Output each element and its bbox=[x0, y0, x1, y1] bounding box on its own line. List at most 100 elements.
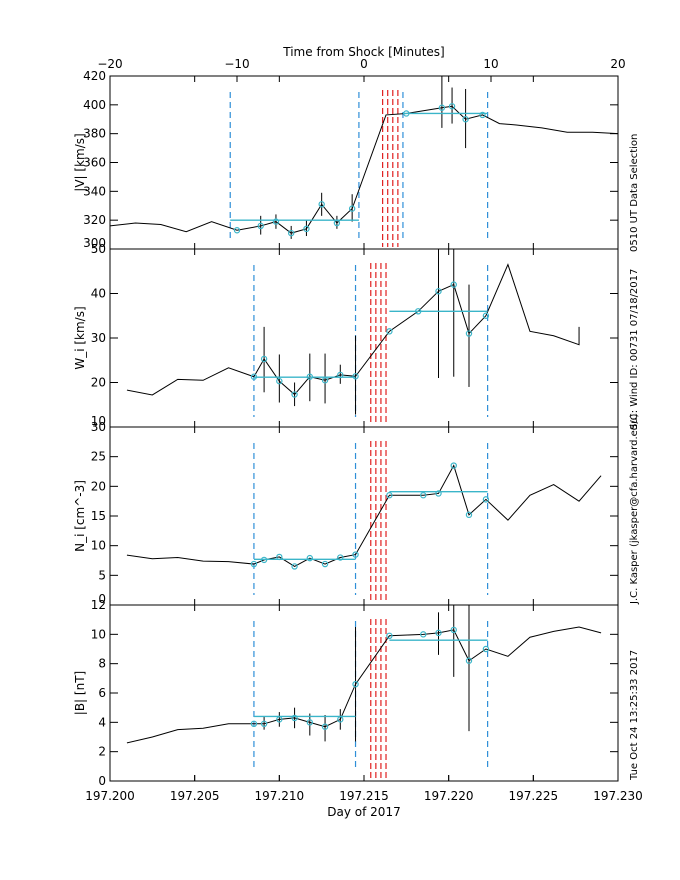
y-axis-label: W_i [km/s] bbox=[73, 306, 87, 369]
data-marker bbox=[260, 556, 268, 564]
data-marker bbox=[276, 377, 283, 385]
data-marker bbox=[337, 371, 344, 379]
y-tick-label: 4 bbox=[98, 715, 106, 729]
top-x-tick-label: 20 bbox=[610, 57, 625, 71]
y-tick-label: 20 bbox=[91, 479, 106, 493]
panel-1: 300 320 340 360 380 400 420 |V| [km/s] bbox=[73, 69, 619, 250]
y-tick-label: 360 bbox=[83, 156, 106, 170]
data-marker bbox=[448, 103, 456, 110]
data-marker bbox=[450, 626, 457, 634]
data-marker bbox=[465, 511, 473, 519]
data-marker bbox=[435, 629, 442, 637]
y-tick-label: 0 bbox=[98, 774, 106, 788]
data-marker bbox=[250, 373, 258, 380]
data-marker bbox=[479, 111, 486, 119]
panels: 197.200 197.205 197.210 197.215 197.220 197.2… bbox=[73, 57, 643, 803]
y-tick-label: 320 bbox=[83, 213, 106, 227]
data-marker bbox=[386, 632, 393, 640]
bottom-x-tick-label: 197.225 bbox=[509, 789, 559, 803]
bottom-x-tick-label: 197.230 bbox=[593, 789, 643, 803]
y-tick-label: 20 bbox=[91, 376, 106, 390]
top-x-tick-label: 10 bbox=[483, 57, 498, 71]
data-marker bbox=[318, 201, 325, 208]
data-marker bbox=[272, 218, 280, 225]
data-marker bbox=[450, 281, 457, 288]
data-marker bbox=[348, 205, 356, 212]
top-x-tick-label: 0 bbox=[360, 57, 368, 71]
data-marker bbox=[250, 720, 258, 728]
y-tick-label: 380 bbox=[83, 127, 106, 141]
panel-frame bbox=[109, 426, 619, 606]
data-line bbox=[109, 105, 619, 234]
y-tick-label: 340 bbox=[83, 184, 106, 198]
y-tick-label: 2 bbox=[98, 745, 106, 759]
data-marker bbox=[386, 328, 393, 335]
data-marker bbox=[352, 681, 359, 688]
data-marker bbox=[257, 222, 264, 230]
data-line bbox=[126, 626, 602, 744]
y-tick-label: 300 bbox=[83, 236, 106, 250]
data-marker bbox=[291, 391, 298, 398]
data-marker bbox=[287, 229, 295, 237]
data-marker bbox=[291, 714, 298, 722]
top-x-tick-label: −10 bbox=[224, 57, 249, 71]
y-tick-label: 10 bbox=[91, 539, 106, 553]
bottom-x-tick-label: 197.205 bbox=[170, 789, 220, 803]
side-label-timestamp: Tue Oct 24 13:25:33 2017 bbox=[629, 649, 640, 780]
data-line bbox=[126, 464, 602, 568]
y-tick-label: 25 bbox=[91, 450, 106, 464]
bottom-x-tick-label: 197.220 bbox=[424, 789, 474, 803]
y-tick-label: 15 bbox=[91, 509, 106, 523]
panel-2: 10 20 30 40 50 W_i [km/s] bbox=[73, 242, 619, 428]
data-marker bbox=[435, 288, 442, 295]
data-marker bbox=[233, 227, 241, 234]
data-marker bbox=[337, 554, 344, 561]
data-marker bbox=[482, 496, 490, 503]
data-marker bbox=[337, 716, 344, 723]
data-marker bbox=[321, 377, 329, 384]
top-x-tick-label: −20 bbox=[97, 57, 122, 71]
y-tick-label: 30 bbox=[91, 331, 106, 345]
data-marker bbox=[250, 560, 258, 568]
data-marker bbox=[465, 330, 473, 337]
data-marker bbox=[435, 490, 442, 497]
data-marker bbox=[276, 716, 283, 723]
data-marker bbox=[260, 720, 268, 728]
y-tick-label: 420 bbox=[83, 69, 106, 83]
data-line bbox=[126, 263, 580, 396]
data-marker bbox=[291, 563, 298, 570]
data-marker bbox=[306, 719, 314, 726]
panel-3: 0 5 10 15 20 25 30 N_i [cm^-3] bbox=[73, 420, 619, 606]
data-marker bbox=[352, 373, 359, 380]
bottom-x-tick-label: 197.200 bbox=[85, 789, 135, 803]
y-tick-label: 30 bbox=[91, 420, 106, 434]
y-axis-label: |B| [nT] bbox=[73, 671, 87, 715]
bottom-axis-title: Day of 2017 bbox=[327, 805, 400, 819]
data-marker bbox=[465, 657, 473, 664]
data-marker bbox=[420, 631, 427, 638]
data-marker bbox=[420, 492, 427, 499]
bottom-x-tick-label: 197.210 bbox=[255, 789, 305, 803]
panel-frame bbox=[109, 75, 619, 250]
side-label-author: J.C. Kasper (jkasper@cfa.harvard.edu) bbox=[629, 413, 640, 604]
data-marker bbox=[306, 373, 314, 380]
y-axis-label: |V| [km/s] bbox=[73, 133, 87, 191]
y-tick-label: 10 bbox=[91, 627, 106, 641]
data-marker bbox=[321, 560, 329, 568]
side-label-spacecraft: S/C: Wind ID: 00731 07/18/2017 bbox=[629, 268, 640, 430]
data-marker bbox=[303, 225, 310, 233]
data-marker bbox=[352, 551, 359, 558]
data-marker bbox=[482, 312, 490, 319]
bottom-x-tick-label: 197.215 bbox=[339, 789, 389, 803]
data-marker bbox=[403, 110, 410, 117]
data-marker bbox=[414, 308, 422, 315]
y-tick-label: 5 bbox=[98, 568, 106, 582]
data-marker bbox=[276, 553, 283, 561]
y-tick-label: 8 bbox=[98, 657, 106, 671]
y-axis-label: N_i [cm^-3] bbox=[73, 480, 87, 552]
data-marker bbox=[386, 492, 393, 499]
data-marker bbox=[333, 219, 341, 227]
data-marker bbox=[438, 104, 446, 111]
side-label-selection: 0510 UT Data Selection bbox=[629, 133, 640, 252]
